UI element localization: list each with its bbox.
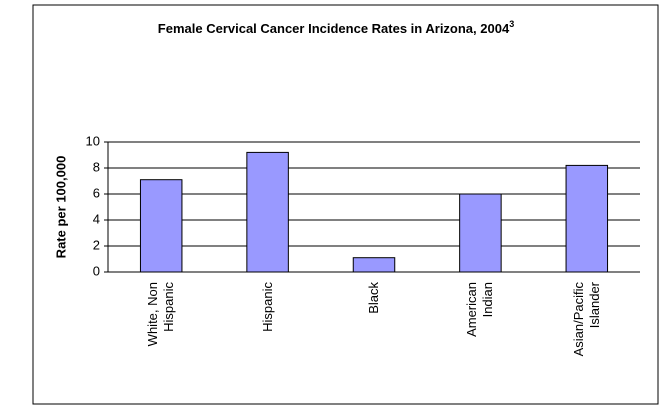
title-superscript: 3 [509, 19, 514, 29]
title-text: Female Cervical Cancer Incidence Rates i… [158, 21, 510, 36]
y-tick-label: 10 [86, 133, 100, 148]
x-tick-label: Black [366, 282, 381, 314]
y-tick-label: 2 [93, 237, 100, 252]
x-tick-label: American Indian [464, 282, 496, 337]
bar [246, 151, 289, 273]
y-tick-label: 6 [93, 185, 100, 200]
bar [139, 179, 183, 273]
x-tick-label: Asian/Pacific Islander [570, 282, 602, 357]
x-tick-label: Hispanic [259, 282, 275, 332]
x-tick-label: White, Non Hispanic [145, 282, 177, 347]
y-axis-label: Rate per 100,000 [53, 156, 68, 259]
y-tick-label: 8 [93, 159, 100, 174]
y-tick-label: 4 [93, 211, 100, 226]
bar [565, 164, 609, 273]
bar [459, 193, 502, 273]
y-tick-label: 0 [93, 263, 100, 278]
chart-title: Female Cervical Cancer Incidence Rates i… [158, 19, 514, 36]
bar [352, 257, 396, 273]
chart-border [32, 4, 659, 405]
